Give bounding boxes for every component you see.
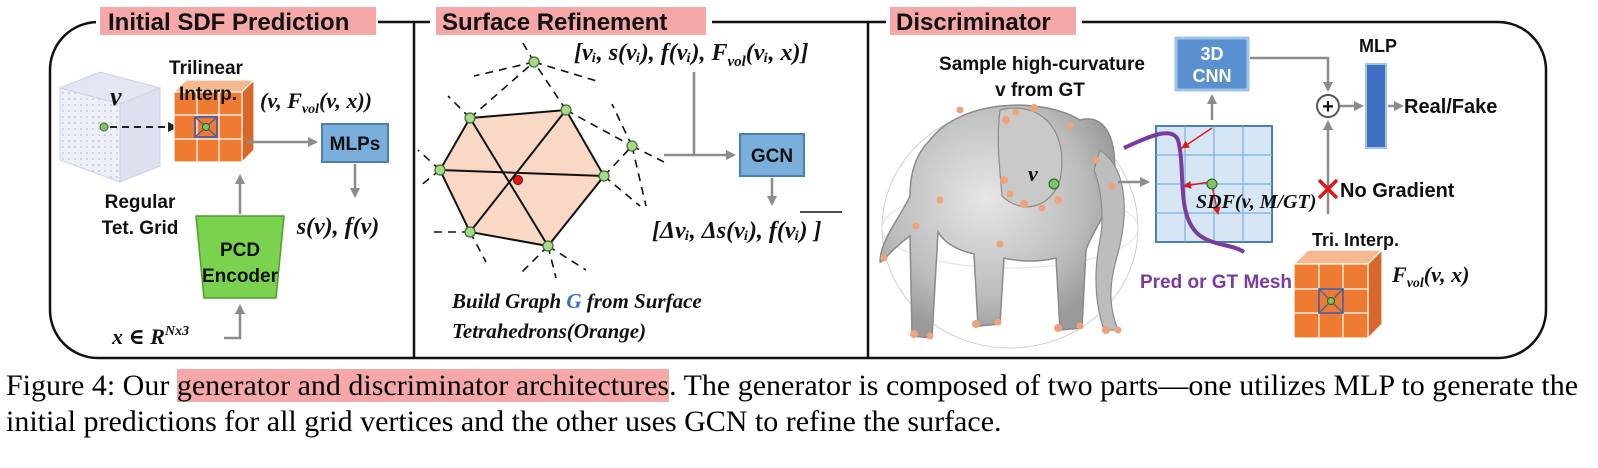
refine-title: Surface Refinement xyxy=(442,9,667,36)
caption-prefix: Figure 4: Our xyxy=(6,369,177,402)
plus-symbol: + xyxy=(1322,96,1334,118)
cnn-box xyxy=(1174,36,1250,92)
fvol-label: Fvol(v, x) xyxy=(1391,262,1469,291)
gcn-label: GCN xyxy=(751,146,793,167)
feature-cube xyxy=(1292,248,1384,340)
outer-frame xyxy=(48,20,1548,360)
surface-graph xyxy=(417,37,665,279)
initial-output: s(v), f(v) xyxy=(296,214,380,240)
input-arrow xyxy=(224,304,245,340)
sample-label-2: v from GT xyxy=(995,80,1085,101)
trilinear-label-2: Interp. xyxy=(179,84,237,105)
disc-title: Discriminator xyxy=(896,9,1051,36)
grid-v-label: v xyxy=(110,82,122,111)
pcd-label-2: Encoder xyxy=(202,266,279,287)
build-line-2: Tetrahedrons(Orange) xyxy=(452,319,646,343)
sample-label-1: Sample high-curvature xyxy=(939,54,1145,75)
mlps-box xyxy=(321,123,389,163)
gcn-box xyxy=(739,133,805,177)
caption-highlight: generator and discriminator architecture… xyxy=(176,369,670,402)
pcd-encoder-box xyxy=(195,215,285,299)
input-x: x ∈ RNx3 xyxy=(111,324,189,349)
trilinear-label-1: Trilinear xyxy=(169,58,244,79)
grid-label-2: Tet. Grid xyxy=(102,218,179,239)
no-gradient-label: No Gradient xyxy=(1340,180,1455,202)
grid-vertex xyxy=(99,122,109,132)
sdf-grid xyxy=(1155,125,1273,243)
initial-title-bg xyxy=(100,7,376,35)
caption-rest: . The generator is composed of two parts… xyxy=(6,369,1579,438)
vf-tuple: (v, Fvol(v, x)) xyxy=(260,88,372,117)
mesh-label: Pred or GT Mesh xyxy=(1140,272,1292,293)
mlp-label: MLP xyxy=(1359,36,1397,56)
refine-output: [Δvᵢ, Δs(vᵢ), f(vᵢ) ] xyxy=(652,218,822,244)
cnn-label-2: CNN xyxy=(1193,66,1232,86)
plus-node xyxy=(1316,94,1340,118)
trilinear-cube xyxy=(172,78,256,164)
elephant-mesh xyxy=(879,104,1139,349)
stop-gradient-icon xyxy=(1317,178,1339,200)
mlp-bar xyxy=(1365,63,1387,149)
refine-title-bg xyxy=(436,7,706,35)
figure-caption: Figure 4: Our generator and discriminato… xyxy=(6,368,1596,440)
real-fake-label: Real/Fake xyxy=(1404,96,1497,118)
disc-title-bg xyxy=(890,7,1076,35)
grid-label-1: Regular xyxy=(105,192,176,213)
cnn-to-plus-arrow xyxy=(1250,56,1333,92)
tri-interp-label: Tri. Interp. xyxy=(1312,230,1399,250)
tet-grid-cube xyxy=(58,71,162,183)
mlps-label: MLPs xyxy=(330,134,381,155)
mesh-curve xyxy=(1123,131,1246,254)
sdf-label: SDF(v, M/GT) xyxy=(1196,191,1316,213)
initial-title: Initial SDF Prediction xyxy=(108,9,349,36)
cnn-label-1: 3D xyxy=(1200,44,1223,64)
disc-v-label: v xyxy=(1028,161,1038,186)
refine-input: [vᵢ, s(vᵢ), f(vᵢ), Fvol(vᵢ, x)] xyxy=(574,40,809,70)
build-line-1: Build Graph G from Surface xyxy=(451,289,702,313)
input-to-gcn-arrow xyxy=(692,72,736,160)
pcd-label-1: PCD xyxy=(220,240,260,261)
